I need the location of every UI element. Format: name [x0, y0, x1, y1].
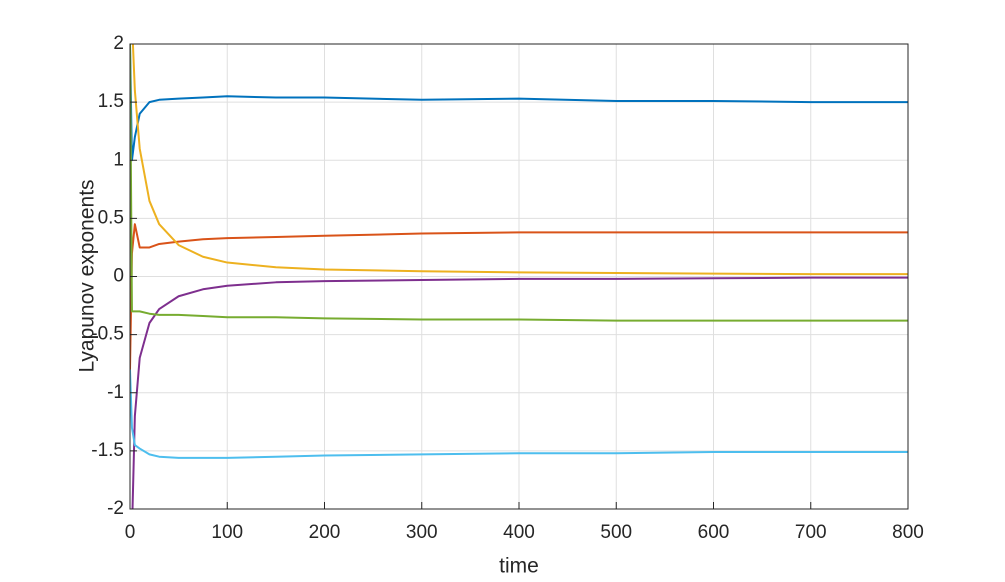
y-tick-label: 2	[113, 33, 124, 54]
x-tick-label: 700	[795, 522, 827, 543]
series-line	[130, 44, 908, 322]
y-tick-label: 0	[113, 266, 124, 287]
x-tick-label: 300	[406, 522, 438, 543]
x-tick-label: 800	[892, 522, 924, 543]
y-tick-label: 0.5	[98, 207, 124, 228]
y-tick-label: -1	[107, 382, 124, 403]
y-tick-label: 1.5	[98, 91, 124, 112]
series-line	[130, 223, 908, 370]
x-tick-label: 500	[600, 522, 632, 543]
x-tick-label: 600	[698, 522, 730, 543]
lines	[130, 44, 908, 509]
x-tick-label: 0	[125, 522, 136, 543]
y-tick-label: -1.5	[91, 440, 124, 461]
y-tick-label: -2	[107, 498, 124, 519]
series-line	[130, 369, 908, 459]
series-line	[131, 276, 908, 509]
series-line	[131, 44, 908, 276]
y-tick-label: -0.5	[91, 324, 124, 345]
y-axis-label: Lyapunov exponents	[76, 179, 99, 372]
x-axis-label: time	[499, 555, 539, 578]
x-tick-label: 200	[309, 522, 341, 543]
y-tick-label: 1	[113, 149, 124, 170]
x-tick-label: 400	[503, 522, 535, 543]
x-tick-label: 100	[211, 522, 243, 543]
